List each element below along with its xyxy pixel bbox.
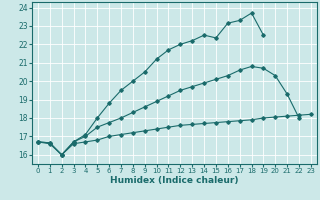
X-axis label: Humidex (Indice chaleur): Humidex (Indice chaleur) (110, 176, 239, 185)
